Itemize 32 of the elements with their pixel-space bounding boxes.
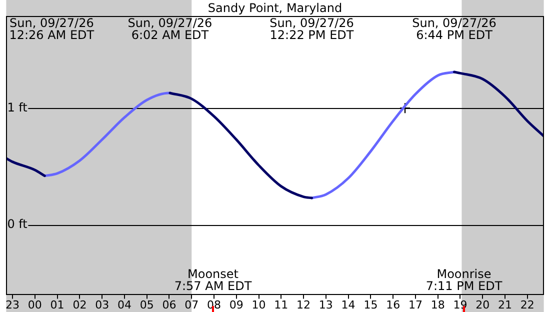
chart-title: Sandy Point, Maryland <box>208 1 342 16</box>
x-tick-label: 04 <box>117 298 132 312</box>
annotation: Sun, 09/27/26 6:02 AM EDT <box>128 16 212 42</box>
x-tick-label: 16 <box>386 298 400 312</box>
x-tick-label: 21 <box>498 298 512 312</box>
x-tick-label: 09 <box>229 298 244 312</box>
annotation: Sun, 09/27/26 6:44 PM EDT <box>412 16 496 42</box>
annotation: Sun, 09/27/26 12:26 AM EDT <box>9 16 95 42</box>
x-tick-label: 07 <box>184 298 199 312</box>
x-tick-label: 06 <box>162 298 176 312</box>
x-tick-label: 02 <box>72 298 87 312</box>
annotation: Sun, 09/27/26 12:22 PM EDT <box>270 16 354 42</box>
x-tick-label: 03 <box>95 298 110 312</box>
x-tick-label: 12 <box>296 298 311 312</box>
y-tick-label: 1 ft <box>7 100 28 114</box>
x-tick-label: 13 <box>318 298 333 312</box>
x-tick-label: 23 <box>6 298 20 312</box>
x-tick-label: 08 <box>207 298 221 312</box>
x-tick-label: 11 <box>274 298 288 312</box>
x-tick-label: 05 <box>140 298 154 312</box>
ref-line-label: Moonset 7:57 AM EDT <box>174 266 252 293</box>
ref-line-label: Moonrise 7:11 PM EDT <box>426 266 503 293</box>
x-tick-label: 15 <box>364 298 378 312</box>
x-tick-label: 18 <box>430 298 445 312</box>
x-tick-label: 10 <box>252 298 266 312</box>
x-tick-label: 00 <box>28 298 42 312</box>
x-tick-label: 20 <box>476 298 490 312</box>
y-tick-label: 0 ft <box>7 216 28 231</box>
x-tick-label: 01 <box>50 298 64 312</box>
x-tick-label: 17 <box>408 298 422 312</box>
x-tick-label: 14 <box>341 298 356 312</box>
x-tick-label: 22 <box>520 298 534 312</box>
